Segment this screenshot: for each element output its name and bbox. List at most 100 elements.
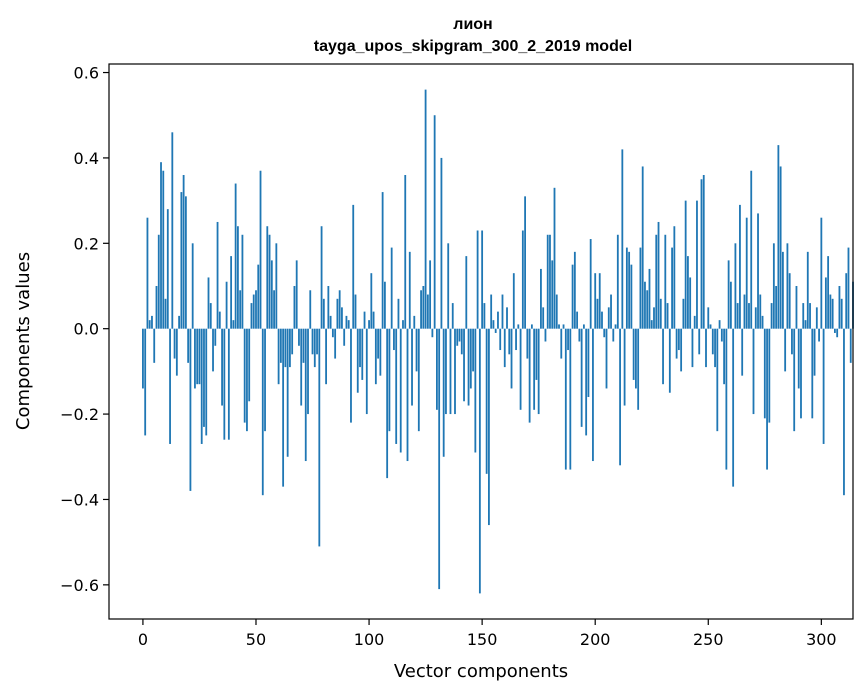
bar — [451, 303, 454, 329]
bar — [666, 303, 669, 329]
bar — [417, 328, 420, 432]
bar — [768, 328, 771, 423]
bar — [352, 204, 355, 329]
bar — [415, 328, 418, 372]
bar — [709, 324, 712, 329]
bar — [729, 281, 732, 329]
bar — [433, 115, 436, 329]
bar — [616, 234, 619, 329]
bar — [243, 328, 246, 423]
bar — [698, 328, 701, 355]
bar — [162, 170, 165, 329]
bar — [442, 328, 445, 457]
bar — [325, 328, 327, 385]
bar — [530, 324, 533, 329]
bar — [438, 328, 441, 590]
bar — [657, 221, 660, 329]
bar — [582, 324, 585, 329]
bar — [601, 311, 603, 329]
bar — [239, 290, 242, 329]
y-tick-label: 0.0 — [74, 320, 99, 339]
bar — [275, 243, 278, 329]
bar — [497, 311, 499, 329]
bar — [569, 328, 572, 470]
bar — [359, 328, 361, 368]
bar — [485, 328, 488, 474]
bar — [345, 315, 348, 329]
bar — [540, 268, 542, 329]
bar — [587, 328, 590, 397]
x-axis-label: Vector components — [394, 661, 568, 682]
bar — [743, 294, 746, 329]
bar — [671, 247, 673, 329]
bar — [153, 328, 156, 363]
bar — [732, 328, 735, 487]
bar — [727, 260, 730, 329]
bar — [836, 328, 839, 338]
bar — [327, 286, 330, 329]
bar — [592, 328, 594, 462]
bar — [338, 290, 341, 329]
bar — [675, 328, 678, 359]
bar — [234, 183, 237, 329]
bar — [309, 290, 312, 329]
bar — [775, 286, 778, 329]
bar — [659, 298, 662, 329]
plot-frame — [108, 63, 854, 620]
bar — [822, 328, 825, 444]
bar — [144, 328, 147, 436]
bar — [347, 320, 350, 329]
bar — [546, 234, 549, 329]
bar — [334, 328, 337, 359]
bar — [781, 251, 784, 329]
bar — [420, 290, 422, 329]
bar — [370, 273, 373, 329]
bar — [404, 175, 407, 329]
bar — [623, 328, 626, 406]
bar — [182, 175, 185, 329]
bar — [406, 328, 409, 462]
bar — [436, 328, 438, 410]
bar — [148, 320, 151, 329]
bar — [320, 226, 323, 329]
bar — [576, 311, 579, 329]
bar — [526, 328, 529, 359]
bar — [827, 256, 830, 329]
bar — [363, 311, 366, 329]
bar — [354, 294, 357, 329]
bar — [598, 273, 601, 329]
bar — [528, 328, 531, 423]
x-tick-label: 100 — [354, 630, 385, 649]
bar — [255, 290, 257, 329]
bar — [173, 328, 176, 359]
bar — [700, 179, 703, 329]
bar — [383, 281, 386, 329]
bar — [800, 328, 802, 419]
bar — [845, 273, 848, 329]
bar — [429, 260, 432, 329]
bar — [797, 328, 800, 389]
bar — [483, 303, 486, 329]
bar — [646, 290, 649, 329]
bar — [571, 264, 574, 329]
bar — [372, 311, 375, 329]
bar — [716, 328, 719, 432]
bar — [757, 213, 759, 329]
y-tick-label: 0.4 — [74, 149, 99, 168]
x-tick-label: 250 — [693, 630, 724, 649]
bar — [440, 157, 443, 329]
bar — [194, 328, 196, 389]
bar — [478, 328, 481, 594]
bar — [560, 328, 563, 359]
bar — [759, 294, 762, 329]
bar — [424, 89, 427, 329]
bar — [578, 328, 581, 342]
bar — [512, 273, 515, 329]
bar — [763, 328, 766, 419]
bar — [291, 328, 294, 355]
bar — [802, 303, 805, 329]
bar — [519, 328, 522, 410]
bar — [621, 149, 624, 329]
bar — [456, 328, 459, 346]
bar — [777, 145, 780, 329]
